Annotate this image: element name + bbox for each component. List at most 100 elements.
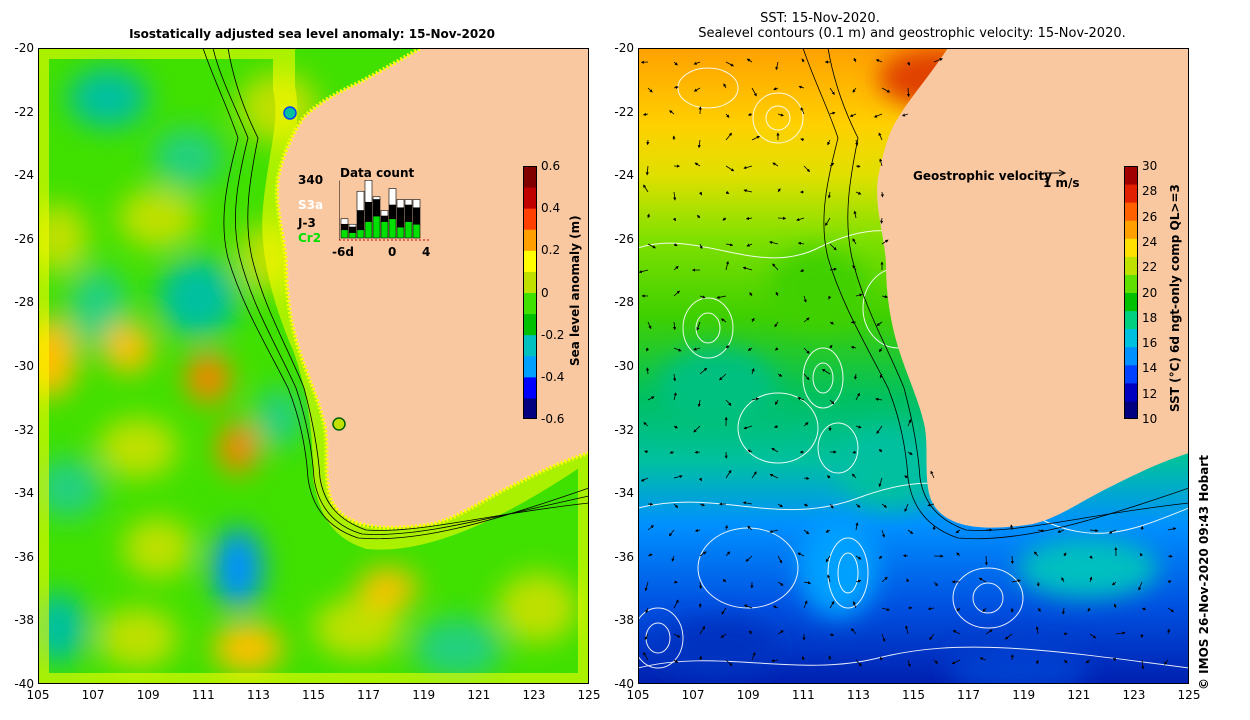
velocity-arrow bbox=[855, 425, 862, 429]
velocity-arrow bbox=[769, 473, 779, 479]
velocity-arrow bbox=[904, 475, 909, 479]
velocity-arrow bbox=[775, 291, 779, 297]
velocity-arrow bbox=[777, 188, 781, 193]
colorbar-segment bbox=[1124, 328, 1138, 348]
velocity-arrow bbox=[878, 132, 883, 141]
coastline-yellow bbox=[275, 48, 589, 530]
colorbar-segment bbox=[523, 334, 537, 357]
velocity-arrow bbox=[647, 524, 655, 531]
velocity-arrow bbox=[1036, 659, 1040, 665]
velocity-arrow bbox=[797, 397, 805, 401]
velocity-arrow bbox=[673, 243, 678, 247]
latitude-tick-label: -28 bbox=[614, 295, 634, 310]
velocity-arrow bbox=[673, 191, 677, 201]
velocity-arrow bbox=[853, 57, 857, 63]
velocity-arrow bbox=[672, 321, 677, 331]
data-count-bar-s3a bbox=[356, 190, 365, 211]
colorbar-segment bbox=[523, 208, 537, 230]
colorbar-segment bbox=[523, 187, 537, 209]
velocity-arrow bbox=[1063, 552, 1067, 557]
velocity-arrow bbox=[672, 217, 676, 222]
velocity-arrow bbox=[855, 392, 860, 401]
velocity-arrow bbox=[725, 190, 730, 194]
velocity-arrow bbox=[797, 552, 805, 557]
velocity-arrow bbox=[876, 425, 883, 434]
velocity-arrow bbox=[904, 503, 909, 513]
velocity-arrow bbox=[777, 503, 783, 508]
data-count-bar-chart bbox=[339, 180, 429, 241]
latitude-tick-label: -32 bbox=[14, 422, 34, 437]
velocity-arrow bbox=[801, 58, 805, 63]
velocity-arrow bbox=[671, 555, 675, 562]
velocity-arrow bbox=[796, 217, 805, 222]
longitude-tick-label: 115 bbox=[302, 688, 325, 702]
velocity-arrow bbox=[772, 605, 779, 609]
longitude-tick-label: 117 bbox=[957, 688, 981, 702]
velocity-arrow bbox=[1115, 631, 1126, 635]
sla-colorbar bbox=[523, 166, 537, 419]
sst-map[interactable] bbox=[638, 48, 1189, 684]
inset-title: Data count bbox=[340, 166, 415, 180]
data-count-bar-cr2 bbox=[380, 221, 389, 239]
colorbar-segment bbox=[1124, 256, 1138, 275]
velocity-arrow bbox=[697, 139, 701, 149]
velocity-arrow bbox=[956, 607, 961, 612]
velocity-arrow bbox=[978, 577, 987, 583]
velocity-arrow bbox=[855, 579, 862, 583]
inset-tick-label: 4 bbox=[422, 245, 431, 259]
velocity-arrow bbox=[1085, 659, 1091, 664]
velocity-arrow bbox=[777, 373, 783, 377]
velocity-arrow bbox=[849, 113, 857, 117]
velocity-arrow bbox=[673, 392, 677, 401]
velocity-arrow bbox=[645, 367, 650, 375]
velocity-arrow bbox=[880, 191, 884, 198]
velocity-arrow bbox=[1063, 659, 1068, 664]
velocity-arrow bbox=[852, 238, 857, 245]
velocity-arrow bbox=[643, 184, 649, 193]
colorbar-segment bbox=[1124, 274, 1138, 293]
data-count-bar-j-3 bbox=[348, 226, 357, 233]
land-mass bbox=[877, 48, 1189, 528]
velocity-arrow bbox=[829, 111, 836, 115]
velocity-arrow bbox=[725, 243, 734, 247]
velocity-arrow bbox=[881, 295, 888, 299]
velocity-arrow bbox=[673, 265, 679, 271]
velocity-arrow bbox=[777, 113, 784, 117]
velocity-arrow bbox=[699, 295, 706, 299]
data-count-bar-s3a bbox=[412, 199, 421, 209]
colorbar-segment bbox=[523, 397, 537, 419]
longitude-tick-label: 117 bbox=[357, 688, 381, 702]
velocity-arrow bbox=[855, 659, 862, 667]
colorbar-tick-label: 0.6 bbox=[541, 159, 561, 173]
velocity-arrow bbox=[956, 552, 961, 557]
colorbar-segment bbox=[1124, 184, 1138, 203]
tide-gauge-marker[interactable] bbox=[332, 417, 346, 431]
sla-anomaly-field bbox=[38, 68, 578, 678]
longitude-tick-label: 107 bbox=[81, 688, 105, 702]
data-count-bar-j-3 bbox=[380, 215, 389, 222]
velocity-arrow bbox=[647, 321, 652, 330]
velocity-arrow bbox=[1167, 607, 1175, 613]
latitude-tick-label: -40 bbox=[614, 677, 634, 691]
data-count-bar-s3a bbox=[404, 199, 413, 206]
velocity-arrow bbox=[1138, 581, 1143, 591]
velocity-arrow bbox=[797, 241, 805, 246]
velocity-arrow bbox=[855, 139, 859, 146]
coastal-band bbox=[38, 48, 589, 684]
velocity-arrow bbox=[802, 656, 805, 661]
land-mass bbox=[277, 48, 589, 528]
velocity-arrow bbox=[716, 295, 727, 299]
velocity-arrow bbox=[1061, 607, 1066, 615]
tide-gauge-marker[interactable] bbox=[283, 106, 297, 120]
velocity-arrow bbox=[725, 659, 733, 667]
velocity-arrow bbox=[697, 399, 701, 408]
sea-level-anomaly-map[interactable] bbox=[38, 48, 589, 684]
colorbar-tick-label: 28 bbox=[1142, 184, 1158, 199]
velocity-arrow bbox=[855, 522, 859, 531]
velocity-arrow bbox=[933, 581, 938, 587]
velocity-arrow bbox=[747, 347, 753, 351]
velocity-arrow bbox=[638, 269, 649, 274]
colorbar-segment bbox=[1124, 310, 1138, 330]
longitude-tick-label: 119 bbox=[412, 688, 436, 702]
velocity-arrow bbox=[747, 525, 753, 531]
